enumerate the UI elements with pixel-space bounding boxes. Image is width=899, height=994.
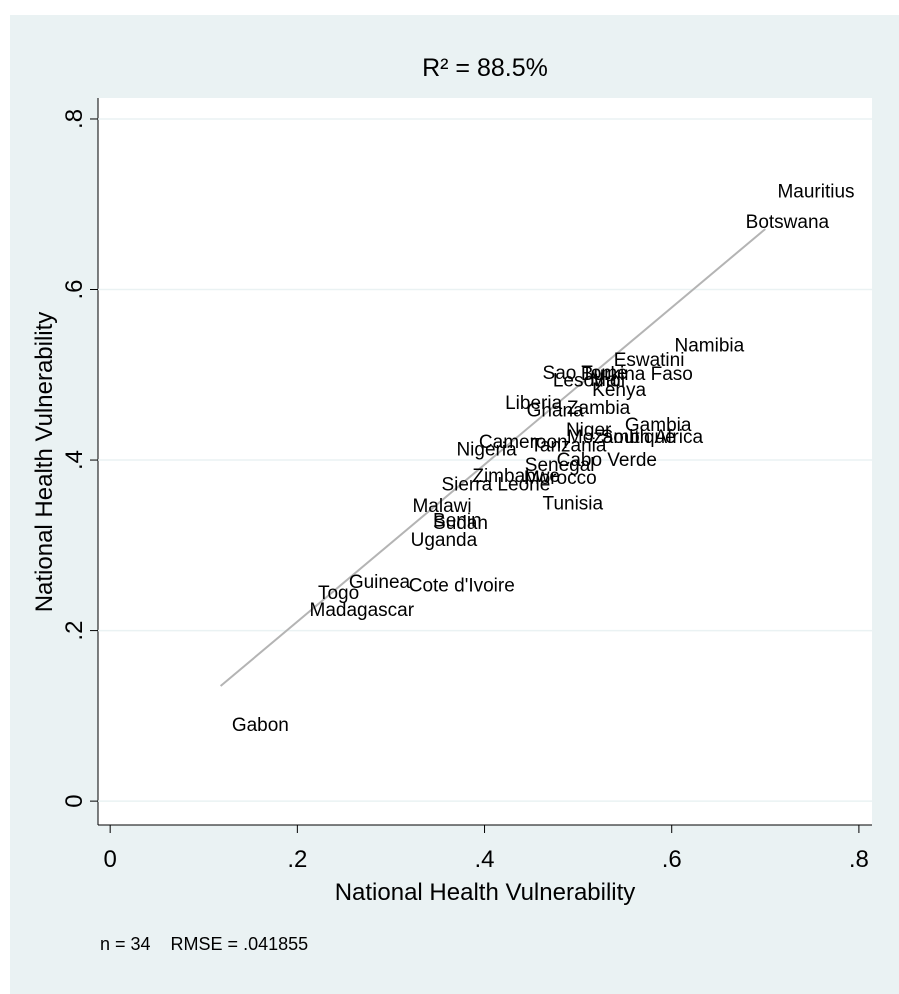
- point-label: Tunisia: [543, 493, 604, 514]
- point-label: Mali: [590, 370, 625, 391]
- point-label: Malawi: [412, 496, 471, 517]
- point-label: Ghana: [527, 400, 584, 421]
- point-label: Gambia: [625, 415, 692, 436]
- y-tick-label: .6: [61, 280, 88, 300]
- point-label: Tanzania: [530, 435, 606, 456]
- y-axis-title: National Health Vulnerability: [31, 312, 58, 613]
- point-label: Cabo Verde: [557, 450, 657, 471]
- point-label: Morocco: [524, 468, 597, 489]
- point-label: Guinea: [349, 572, 411, 593]
- x-tick-label: .6: [662, 846, 682, 873]
- y-tick-label: 0: [61, 794, 88, 807]
- note: n = 34 RMSE = .041855: [100, 934, 308, 954]
- point-label: Burkina Faso: [581, 364, 693, 385]
- point-label: Sierra Leone: [441, 475, 550, 496]
- point-label: Uganda: [411, 530, 478, 551]
- point-label: Kenya: [592, 380, 646, 401]
- point-label: Benin: [433, 510, 482, 531]
- point-label: Mozambique: [567, 427, 676, 448]
- point-label: Cameroon: [479, 432, 568, 453]
- point-label: Gabon: [232, 715, 289, 736]
- point-label: Togo: [318, 583, 359, 604]
- point-label: Botswana: [746, 212, 830, 233]
- point-label: Namibia: [675, 336, 745, 357]
- point-label: Zambia: [567, 398, 631, 419]
- point-label: Madagascar: [310, 600, 415, 621]
- point-label: Nigeria: [456, 440, 517, 461]
- point-label: Mauritius: [777, 181, 854, 202]
- point-label: Senegal: [525, 455, 595, 476]
- y-tick-label: .4: [61, 450, 88, 470]
- point-label: Liberia: [505, 393, 562, 414]
- point-label: South Africa: [601, 427, 704, 448]
- x-tick-label: .4: [475, 846, 495, 873]
- x-tick-label: .2: [287, 846, 307, 873]
- x-tick-label: 0: [103, 846, 116, 873]
- x-tick-label: .8: [849, 846, 869, 873]
- point-label: Niger: [566, 420, 612, 441]
- y-tick-label: .2: [61, 621, 88, 641]
- point-label: Sao Tome: [543, 363, 628, 384]
- y-tick-label: .8: [61, 109, 88, 129]
- point-label: Lesotho: [553, 371, 621, 392]
- chart-title: R² = 88.5%: [422, 54, 548, 82]
- point-label: Zimbabwe: [472, 466, 560, 487]
- point-label: Sudan: [433, 513, 488, 534]
- fit-line: [219, 228, 766, 687]
- plot-background: [98, 98, 872, 825]
- x-axis-title: National Health Vulnerability: [335, 879, 636, 906]
- point-label: Cote d'Ivoire: [409, 575, 515, 596]
- point-label: Eswatini: [614, 350, 685, 371]
